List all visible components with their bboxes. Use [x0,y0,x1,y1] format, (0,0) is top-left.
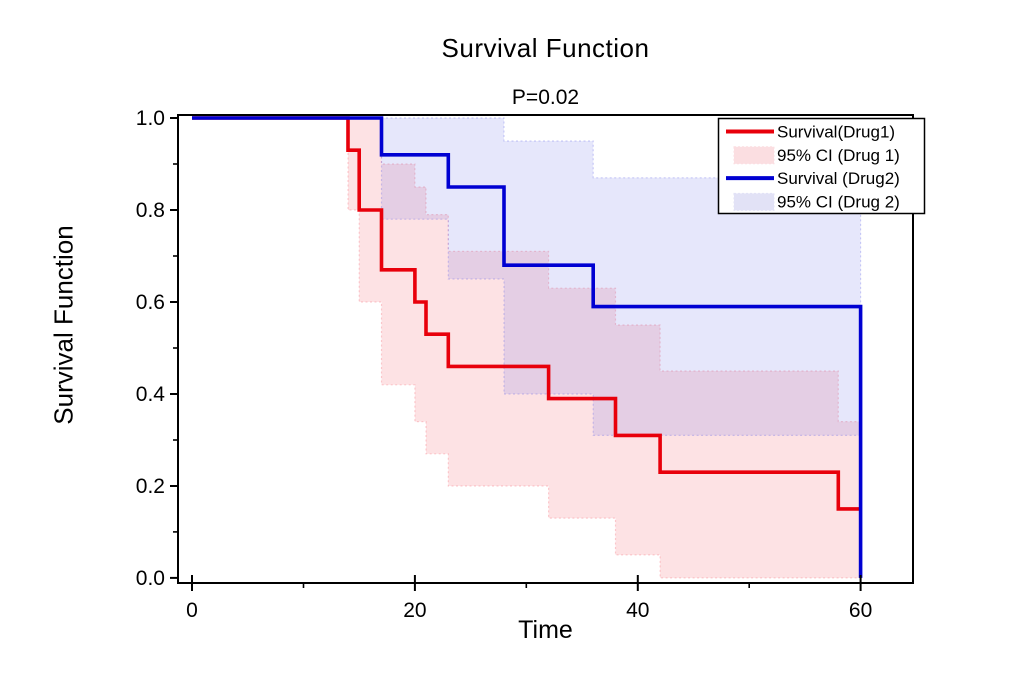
legend-entry: Survival (Drug2) [726,169,900,188]
survival-curve-2 [192,116,863,578]
legend-entry: Survival(Drug1) [726,123,895,142]
legend-label: Survival(Drug1) [777,123,895,142]
chart-title: Survival Function [441,33,650,63]
x-tick-label: 40 [626,599,649,622]
x-axis: 0 20 40 60 [186,575,872,622]
y-tick-label: 0.4 [136,383,166,406]
legend-entry: 95% CI (Drug 1) [733,146,900,165]
survival-curve-1 [192,116,861,511]
legend-entry: 95% CI (Drug 2) [733,192,900,211]
plot-frame [177,114,914,584]
x-tick-label: 60 [849,599,872,622]
legend-fill-swatch [733,146,775,165]
y-axis: 0.0 0.2 0.4 0.6 0.8 1.0 [136,107,178,590]
legend-label: 95% CI (Drug 1) [777,146,900,165]
y-tick-label: 1.0 [136,107,165,130]
y-tick-label: 0.6 [136,291,165,314]
legend-label: 95% CI (Drug 2) [777,192,900,211]
x-axis-label: Time [518,616,573,644]
y-tick-label: 0.2 [136,475,165,498]
x-tick-label: 0 [186,599,198,622]
x-tick-label: 20 [403,599,426,622]
y-tick-label: 0.0 [136,567,165,590]
p-value-label: P=0.02 [511,86,580,109]
y-tick-label: 0.8 [136,199,165,222]
legend: Survival(Drug1) 95% CI (Drug 1) Survival (… [717,117,926,215]
legend-fill-swatch [733,192,775,211]
survival-curves [192,116,863,578]
legend-label: Survival (Drug2) [777,169,900,188]
